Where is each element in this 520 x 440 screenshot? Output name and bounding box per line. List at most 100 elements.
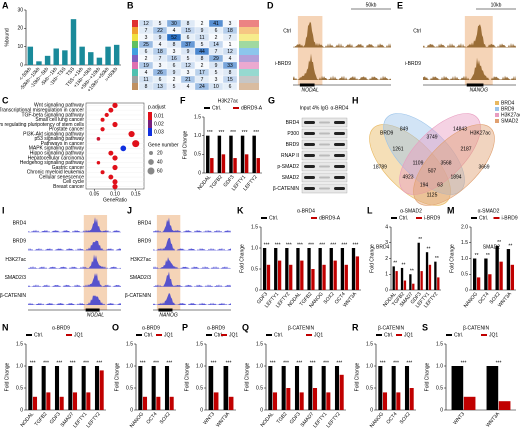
bar (333, 260, 337, 290)
row-band-right (239, 27, 259, 34)
bar (403, 280, 407, 290)
x-tick-label: WNT3 (452, 411, 466, 426)
legend-label: JQ1 (74, 332, 83, 338)
bar (495, 245, 499, 290)
term-label: MAPK signaling pathway (29, 146, 85, 152)
bar (308, 366, 313, 410)
bar (68, 366, 73, 410)
bar (378, 366, 383, 410)
bar (488, 274, 492, 290)
row-band-right (239, 83, 259, 90)
row-band-right (239, 69, 259, 76)
y-tick-label: 1.5 (366, 341, 373, 347)
significance: *** (275, 242, 281, 248)
y-tick-label: 0.5 (126, 385, 133, 391)
region-count: 63 (437, 182, 443, 188)
panel-label: I (2, 205, 5, 215)
region-count: 4923 (402, 174, 413, 180)
row-band-right (239, 41, 259, 48)
heatmap-value: 2 (173, 77, 176, 83)
heatmap-value: 6 (173, 63, 176, 69)
blot-band-faint (319, 176, 330, 179)
y-axis-label: Fold Change (244, 362, 250, 391)
bar (396, 392, 401, 410)
legend-label: JQ1 (404, 332, 413, 338)
y-tick-label: 0 (260, 407, 263, 413)
bar (32, 396, 38, 410)
heatmap-value: 3 (229, 21, 232, 27)
heatmap-value: 9 (201, 28, 204, 34)
dot (132, 140, 140, 148)
blot-band-faint (319, 143, 330, 146)
blot-band (304, 132, 315, 135)
term-label: Gastric cancer (52, 165, 85, 171)
track-label: BRD4 (13, 220, 27, 226)
legend-label: Ctrl. (479, 215, 488, 221)
significance: *** (496, 360, 502, 366)
significance: *** (296, 360, 302, 366)
y-tick-label: 0 (130, 407, 133, 413)
bar (428, 264, 432, 290)
heatmap-value: 24 (199, 84, 205, 90)
significance: *** (226, 360, 232, 366)
y-tick-label: 1.5 (194, 114, 201, 120)
blot-band (334, 165, 345, 168)
dot (112, 102, 118, 109)
chart-title: α-SMAD2 (478, 208, 500, 214)
region-count: 507 (428, 168, 437, 174)
x-tick-label: SOX2 (159, 411, 172, 425)
y-tick-label: 1.5 (256, 341, 263, 347)
gene-body (466, 83, 484, 87)
x-tick-label: 0.10 (110, 191, 120, 197)
size-tick-label: 60 (157, 168, 163, 174)
heatmap-value: 15 (185, 28, 191, 34)
row-band-right (239, 20, 259, 27)
track-label: BRD9 (138, 239, 152, 245)
bar (321, 366, 326, 410)
y-tick-label: 30 (17, 7, 23, 13)
term-label: Breast cancer (53, 184, 84, 190)
term-label: Pathways in cancer (41, 141, 85, 147)
bar (404, 366, 410, 410)
blot-band (334, 187, 345, 190)
bar (339, 374, 344, 410)
panel-label: M (447, 205, 455, 215)
bar (262, 248, 267, 290)
heatmap-value: 3 (159, 63, 162, 69)
significance: *** (461, 360, 467, 366)
blot-band-faint (319, 165, 330, 168)
y-tick-label: 1.0 (194, 133, 201, 139)
significance: ** (435, 256, 439, 262)
term-label: Small cell lung cancer (35, 117, 84, 123)
panel-label: H (352, 95, 359, 105)
row-band-right (239, 62, 259, 69)
bar (409, 388, 414, 410)
size-tick-label: 20 (157, 150, 163, 156)
signal-track (423, 57, 516, 80)
heatmap-cell (222, 82, 238, 91)
size-swatch (148, 159, 154, 165)
heatmap-value: 3 (145, 35, 148, 41)
bar (296, 248, 300, 290)
bar (486, 366, 499, 410)
bar (412, 283, 415, 290)
legend-label: H3K27ac (501, 112, 520, 118)
bar (72, 392, 78, 410)
y-tick-label: 4 (385, 224, 388, 230)
row-band (132, 34, 138, 41)
row-band (132, 62, 138, 69)
y-tick-label: 0.5 (366, 385, 373, 391)
heatmap-value: 19 (143, 63, 149, 69)
chart-title: β-CATENIN (378, 325, 405, 331)
y-tick-label: 0 (370, 407, 373, 413)
row-band (132, 27, 138, 34)
heatmap-value: 8 (187, 21, 190, 27)
bar (208, 366, 214, 410)
panel-label: C (2, 95, 9, 105)
bar (409, 274, 412, 290)
heatmap-value: 7 (201, 77, 204, 83)
heatmap-value: 11 (143, 77, 148, 83)
y-tick-label: 0 (465, 287, 468, 293)
gene-label: NODAL (302, 87, 319, 93)
